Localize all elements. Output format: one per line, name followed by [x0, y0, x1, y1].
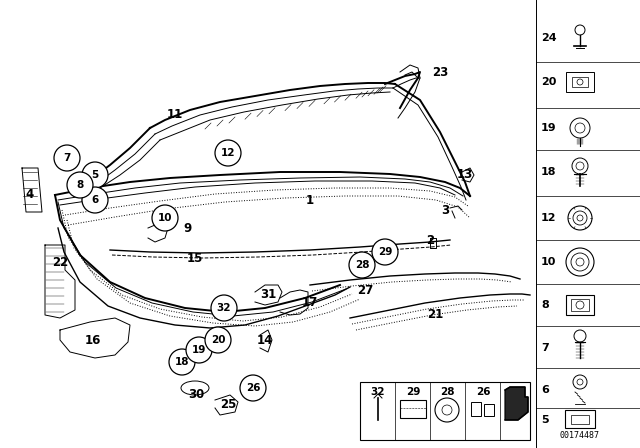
Bar	[571, 415, 589, 424]
Text: 30: 30	[188, 388, 204, 401]
Text: 28: 28	[355, 260, 369, 270]
Text: 18: 18	[175, 357, 189, 367]
Circle shape	[205, 327, 231, 353]
Text: 9: 9	[184, 221, 192, 234]
Bar	[572, 77, 588, 87]
Text: 6: 6	[541, 385, 549, 395]
Text: 27: 27	[357, 284, 373, 297]
Text: 19: 19	[192, 345, 206, 355]
Text: 5: 5	[92, 170, 99, 180]
Circle shape	[372, 239, 398, 265]
Bar	[471, 402, 481, 416]
Circle shape	[211, 295, 237, 321]
Circle shape	[82, 162, 108, 188]
Text: 11: 11	[167, 108, 183, 121]
Text: 12: 12	[221, 148, 236, 158]
Circle shape	[152, 205, 178, 231]
Text: 7: 7	[541, 343, 548, 353]
Text: 15: 15	[187, 251, 203, 264]
Text: 5: 5	[541, 415, 548, 425]
Bar	[400, 400, 426, 418]
Text: 19: 19	[541, 123, 557, 133]
Text: 22: 22	[52, 255, 68, 268]
Bar	[566, 295, 594, 315]
Text: 4: 4	[26, 189, 34, 202]
Text: 6: 6	[92, 195, 99, 205]
Text: 26: 26	[246, 383, 260, 393]
Bar	[566, 72, 594, 92]
Circle shape	[82, 187, 108, 213]
Text: 12: 12	[541, 213, 557, 223]
Text: 8: 8	[76, 180, 84, 190]
Circle shape	[240, 375, 266, 401]
Circle shape	[349, 252, 375, 278]
Text: 16: 16	[85, 333, 101, 346]
Text: 32: 32	[217, 303, 231, 313]
Circle shape	[186, 337, 212, 363]
Text: 7: 7	[63, 153, 70, 163]
Text: 23: 23	[432, 65, 448, 78]
Text: 18: 18	[541, 167, 557, 177]
Circle shape	[169, 349, 195, 375]
Text: 25: 25	[220, 399, 236, 412]
Text: 28: 28	[440, 387, 454, 397]
Text: 24: 24	[541, 33, 557, 43]
Text: 21: 21	[427, 309, 443, 322]
Text: 2: 2	[426, 233, 434, 246]
Text: 13: 13	[457, 168, 473, 181]
Text: 29: 29	[378, 247, 392, 257]
Text: 17: 17	[302, 296, 318, 309]
Text: 26: 26	[476, 387, 490, 397]
Text: 31: 31	[260, 289, 276, 302]
Bar	[571, 299, 589, 311]
Circle shape	[215, 140, 241, 166]
Bar	[565, 410, 595, 428]
Text: 20: 20	[541, 77, 556, 87]
Bar	[360, 382, 530, 440]
Text: 10: 10	[541, 257, 556, 267]
Text: 8: 8	[541, 300, 548, 310]
Circle shape	[67, 172, 93, 198]
Text: 3: 3	[441, 203, 449, 216]
Text: 10: 10	[157, 213, 172, 223]
Text: 00174487: 00174487	[560, 431, 600, 440]
Polygon shape	[505, 387, 528, 420]
Text: 14: 14	[257, 333, 273, 346]
Text: 29: 29	[406, 387, 420, 397]
Bar	[484, 404, 494, 416]
Text: 32: 32	[371, 387, 385, 397]
Text: 20: 20	[211, 335, 225, 345]
Text: 1: 1	[306, 194, 314, 207]
Circle shape	[54, 145, 80, 171]
